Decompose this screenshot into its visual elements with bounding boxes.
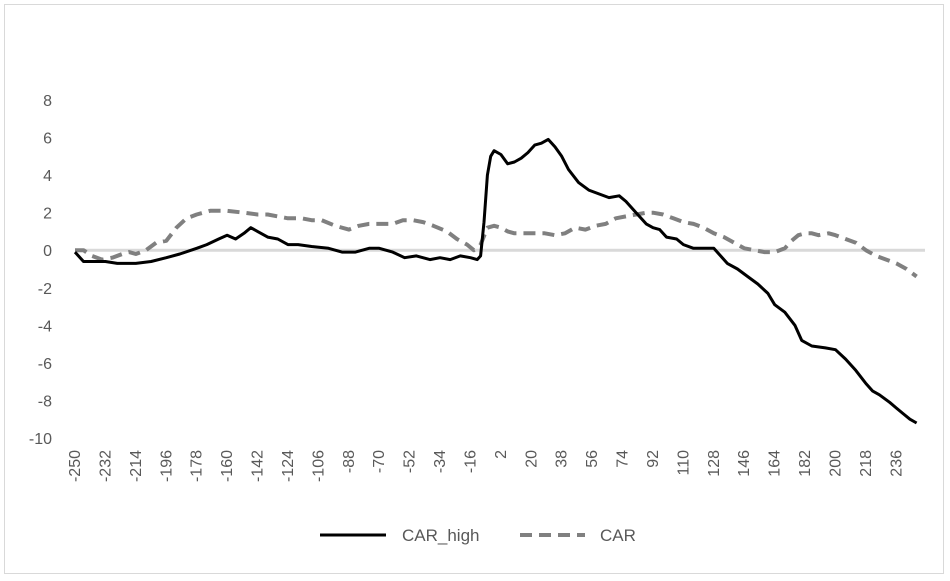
y-axis-ticks: 8 6 4 2 0 -2 -4 -6 -8 -10 (29, 93, 52, 448)
x-tick-label: -160 (219, 450, 236, 482)
y-tick-label: 0 (43, 243, 52, 260)
x-tick-label: 92 (645, 450, 662, 468)
x-tick-label: 110 (675, 450, 692, 476)
y-tick-label: -10 (29, 431, 52, 448)
x-tick-label: 236 (888, 450, 905, 477)
x-tick-label: -52 (402, 450, 419, 473)
x-tick-label: -142 (250, 450, 267, 482)
y-tick-label: 6 (43, 131, 52, 148)
series-layer (73, 137, 918, 425)
series-line-car-high (73, 137, 918, 425)
x-tick-label: 56 (584, 450, 601, 468)
legend: CAR_high CAR (320, 526, 636, 545)
legend-label-car: CAR (600, 526, 636, 545)
x-tick-label: -196 (158, 450, 175, 482)
x-tick-label: -214 (128, 450, 145, 482)
y-tick-label: 2 (43, 206, 52, 223)
y-tick-label: 4 (43, 168, 52, 185)
chart-frame (4, 4, 944, 574)
x-tick-label: -124 (280, 450, 297, 482)
x-tick-label: -16 (462, 450, 479, 473)
x-tick-label: 128 (706, 450, 723, 477)
x-axis-ticks: -250 -232 -214 -196 -178 -160 -142 -124 -106 -88-… (67, 450, 905, 482)
x-tick-label: -250 (67, 450, 84, 482)
series-line-car (75, 208, 918, 279)
y-tick-label: -2 (38, 281, 52, 298)
x-tick-label: -34 (432, 450, 449, 473)
x-tick-label: 2 (493, 450, 510, 459)
y-tick-label: -6 (38, 356, 52, 373)
legend-label-car-high: CAR_high (402, 526, 480, 545)
x-tick-label: -88 (341, 450, 358, 473)
x-tick-label: 38 (554, 450, 571, 468)
x-tick-label: 200 (828, 450, 845, 477)
x-tick-label: 20 (523, 450, 540, 468)
x-tick-label: 182 (797, 450, 814, 477)
y-tick-label: -8 (38, 393, 52, 410)
x-tick-label: -178 (189, 450, 206, 482)
x-tick-label: -70 (371, 450, 388, 473)
y-tick-label: 8 (43, 93, 52, 110)
y-tick-label: -4 (38, 318, 52, 335)
x-tick-label: -106 (310, 450, 327, 482)
x-tick-label: 218 (858, 450, 875, 477)
x-tick-label: -232 (97, 450, 114, 482)
x-tick-label: 74 (615, 450, 632, 468)
x-tick-label: 146 (736, 450, 753, 477)
x-tick-label: 164 (767, 450, 784, 477)
